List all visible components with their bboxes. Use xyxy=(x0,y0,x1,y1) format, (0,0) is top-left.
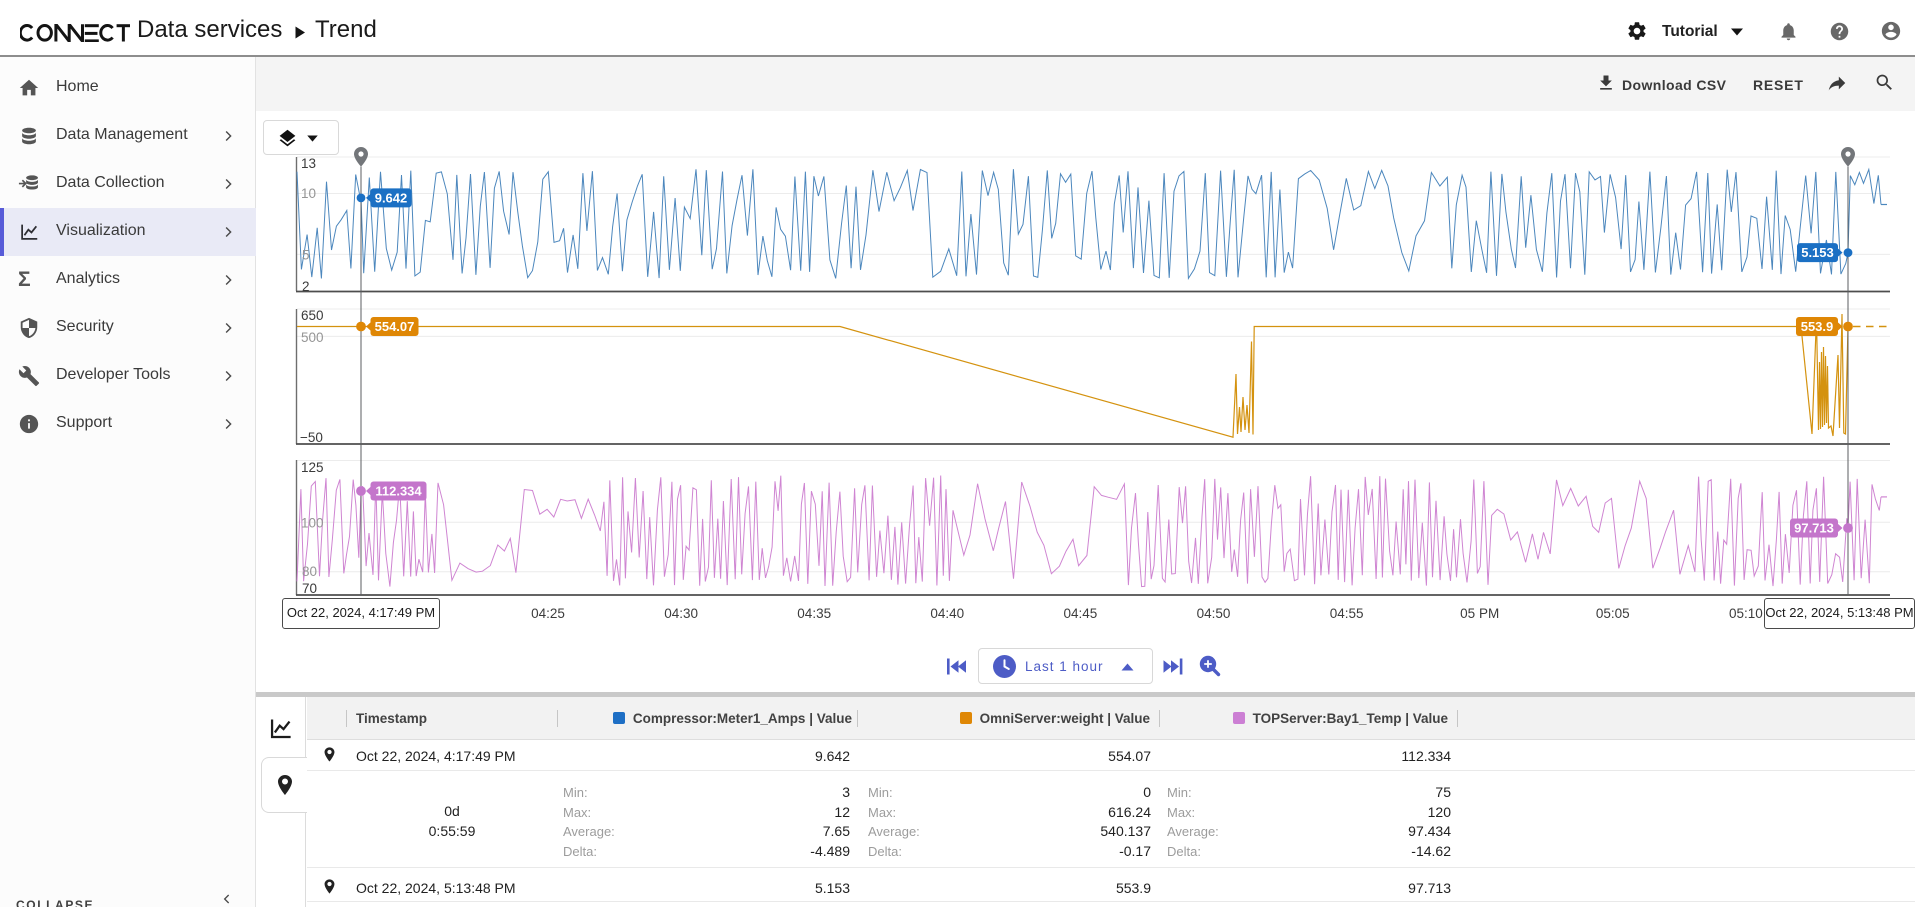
svg-text:05:10: 05:10 xyxy=(1729,606,1763,621)
svg-text:650: 650 xyxy=(301,308,324,323)
svg-text:05 PM: 05 PM xyxy=(1460,606,1499,621)
svg-text:04:55: 04:55 xyxy=(1330,606,1364,621)
svg-text:10: 10 xyxy=(301,186,316,201)
svg-text:13: 13 xyxy=(301,156,316,171)
svg-text:04:50: 04:50 xyxy=(1197,606,1231,621)
svg-text:04:30: 04:30 xyxy=(664,606,698,621)
svg-text:553.9: 553.9 xyxy=(1801,319,1834,334)
svg-text:05:05: 05:05 xyxy=(1596,606,1630,621)
svg-text:04:25: 04:25 xyxy=(531,606,565,621)
svg-text:−50: −50 xyxy=(300,430,323,445)
svg-text:04:40: 04:40 xyxy=(930,606,964,621)
svg-text:5.153: 5.153 xyxy=(1801,245,1834,260)
svg-text:2: 2 xyxy=(302,279,310,294)
svg-text:5: 5 xyxy=(302,247,310,262)
svg-text:125: 125 xyxy=(301,460,324,475)
svg-text:70: 70 xyxy=(302,581,317,596)
svg-text:97.713: 97.713 xyxy=(1794,521,1834,536)
svg-text:9.642: 9.642 xyxy=(375,191,408,206)
svg-text:554.07: 554.07 xyxy=(375,319,415,334)
svg-text:80: 80 xyxy=(302,564,317,579)
svg-text:04:35: 04:35 xyxy=(797,606,831,621)
svg-text:100: 100 xyxy=(301,515,324,530)
svg-text:112.334: 112.334 xyxy=(375,484,422,499)
svg-text:500: 500 xyxy=(301,330,324,345)
svg-text:04:45: 04:45 xyxy=(1064,606,1098,621)
